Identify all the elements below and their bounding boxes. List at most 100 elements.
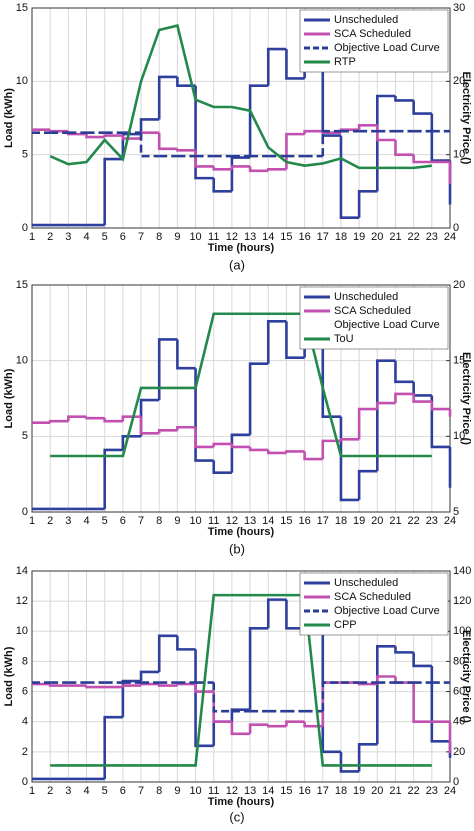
legend-label: Objective Load Curve xyxy=(334,319,440,331)
step-segment xyxy=(321,681,341,727)
x-tick-label: 3 xyxy=(65,785,71,797)
step-segment xyxy=(248,446,269,452)
caption: (a) xyxy=(229,257,245,272)
step-segment xyxy=(321,68,341,137)
step-segment xyxy=(430,401,450,411)
x-tick-label: 22 xyxy=(408,515,420,527)
step-segment xyxy=(248,626,269,710)
x-tick-label: 19 xyxy=(353,785,365,797)
step-segment xyxy=(394,646,414,654)
step-segment xyxy=(157,75,178,120)
y-tick-label: 4 xyxy=(22,716,28,728)
step-segment xyxy=(212,442,232,447)
x-axis-label: Time (hours) xyxy=(208,526,275,538)
legend-label: ToU xyxy=(334,333,354,345)
step-segment xyxy=(121,684,142,688)
step-segment xyxy=(285,49,305,80)
x-tick-label: 14 xyxy=(262,515,274,527)
step-segment xyxy=(212,682,232,713)
x-tick-label: 9 xyxy=(174,785,180,797)
step-segment xyxy=(321,681,341,712)
step-segment xyxy=(303,721,323,728)
step-segment xyxy=(121,132,142,160)
step-segment xyxy=(248,166,269,173)
x-tick-label: 8 xyxy=(156,785,162,797)
x-tick-label: 11 xyxy=(208,515,219,527)
x-tick-label: 9 xyxy=(174,231,180,243)
x-tick-label: 4 xyxy=(83,515,89,527)
step-segment xyxy=(230,156,251,192)
step-segment xyxy=(194,368,214,462)
step-segment xyxy=(139,398,160,437)
x-tick-label: 15 xyxy=(280,515,292,527)
step-segment xyxy=(321,345,341,418)
x-tick-label: 5 xyxy=(102,785,108,797)
x-tick-label: 16 xyxy=(298,785,310,797)
x-tick-label: 10 xyxy=(189,785,201,797)
x-tick-label: 13 xyxy=(244,785,256,797)
step-segment xyxy=(157,634,178,672)
plot-frame xyxy=(31,284,451,513)
x-tick-label: 8 xyxy=(156,515,162,527)
step-segment xyxy=(376,125,396,142)
x-axis-label: Time (hours) xyxy=(208,242,275,254)
step-segment xyxy=(357,190,378,218)
y-tick-label: 14 xyxy=(16,565,28,577)
y2-tick-label: 80 xyxy=(453,655,465,667)
step-segment xyxy=(194,150,214,168)
x-tick-label: 1 xyxy=(29,515,35,527)
x-tick-label: 18 xyxy=(335,515,347,527)
x-tick-label: 18 xyxy=(335,785,347,797)
step-segment xyxy=(321,129,341,157)
step-segment xyxy=(139,131,160,139)
step-segment xyxy=(230,433,251,473)
step-segment xyxy=(194,427,214,449)
x-tick-label: 12 xyxy=(226,231,238,243)
x-tick-label: 10 xyxy=(189,515,201,527)
legend-label: RTP xyxy=(334,56,356,68)
x-tick-label: 8 xyxy=(156,231,162,243)
step-segment xyxy=(339,135,360,220)
step-segment xyxy=(85,134,105,139)
price-line xyxy=(50,593,432,767)
price-line xyxy=(49,24,432,170)
y2-axis-label: Electricity Price () xyxy=(460,72,472,165)
step-segment xyxy=(376,401,396,410)
step-segment xyxy=(285,450,305,453)
y2-tick-label: 140 xyxy=(453,565,471,577)
x-tick-label: 6 xyxy=(120,231,126,243)
plot-frame xyxy=(31,7,451,229)
y-tick-label: 0 xyxy=(22,506,28,518)
legend-label: Unscheduled xyxy=(334,291,398,303)
step-segment xyxy=(48,419,69,423)
caption: (c) xyxy=(229,809,244,824)
x-tick-label: 14 xyxy=(262,785,274,797)
x-tick-label: 9 xyxy=(174,515,180,527)
step-segment xyxy=(339,751,360,773)
step-segment xyxy=(376,359,396,472)
x-tick-label: 2 xyxy=(47,515,53,527)
step-segment xyxy=(266,47,287,86)
y2-tick-label: 10 xyxy=(453,149,465,161)
y-tick-label: 15 xyxy=(16,279,28,291)
step-segment xyxy=(266,168,287,171)
step-segment xyxy=(412,652,432,668)
step-segment xyxy=(103,418,123,423)
step-segment xyxy=(357,743,378,772)
step-segment xyxy=(85,685,105,689)
y-tick-label: 5 xyxy=(22,430,28,442)
step-segment xyxy=(430,113,450,162)
step-segment xyxy=(376,94,396,192)
step-segment xyxy=(394,360,414,384)
x-tick-label: 5 xyxy=(102,515,108,527)
x-tick-label: 22 xyxy=(408,231,420,243)
step-segment xyxy=(412,154,432,164)
step-segment xyxy=(157,684,178,687)
x-tick-label: 24 xyxy=(444,785,456,797)
y-axis-label: Load (kWh) xyxy=(3,646,15,706)
step-segment xyxy=(376,645,396,745)
step-segment xyxy=(103,715,123,779)
x-tick-label: 13 xyxy=(244,515,256,527)
x-tick-label: 21 xyxy=(389,515,401,527)
